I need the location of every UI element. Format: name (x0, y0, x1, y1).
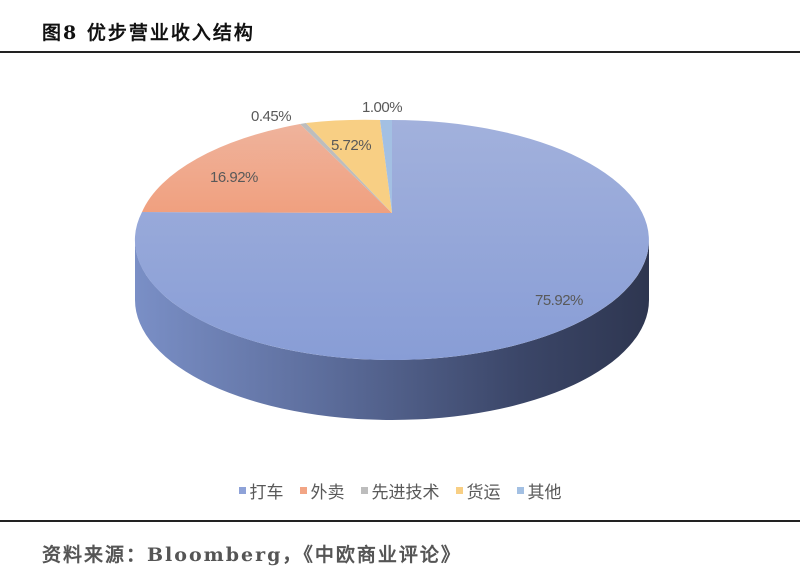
legend-item-qita: 其他 (516, 478, 562, 503)
legend-swatch-icon (299, 487, 307, 494)
legend-label: 其他 (527, 483, 562, 503)
slice-xianjinjishu (300, 123, 392, 213)
legend-item-dache: 打车 (238, 478, 284, 503)
label-xianjinjishu: 0.45% (251, 108, 292, 125)
slice-waimai (142, 124, 392, 213)
legend-label: 外卖 (310, 483, 345, 503)
pie-side-wall (135, 240, 649, 420)
source-note: 资料来源：Bloomberg，《中欧商业评论》 (42, 544, 462, 566)
bottom-divider (0, 520, 800, 522)
pie-chart: 75.92% 16.92% 0.45% 5.72% 1.00% (0, 52, 800, 520)
legend-label: 货运 (466, 483, 501, 503)
chart-legend: 打车 外卖 先进技术 货运 其他 (0, 478, 800, 503)
legend-item-huoyun: 货运 (455, 478, 501, 503)
legend-label: 先进技术 (371, 483, 440, 503)
legend-swatch-icon (455, 487, 463, 494)
legend-item-xianjinjishu: 先进技术 (360, 478, 440, 503)
legend-swatch-icon (360, 487, 368, 494)
slice-dache (134, 120, 649, 360)
legend-swatch-icon (516, 487, 524, 494)
figure-title: 图8 优步营业收入结构 (42, 22, 255, 44)
slice-huoyun (306, 119, 392, 213)
top-divider (0, 51, 800, 53)
label-huoyun: 5.72% (331, 137, 372, 154)
legend-label: 打车 (249, 483, 284, 503)
pie-chart-svg (134, 119, 649, 420)
slice-qita (380, 119, 392, 213)
label-dache: 75.92% (535, 292, 583, 309)
legend-item-waimai: 外卖 (299, 478, 345, 503)
label-qita: 1.00% (362, 99, 403, 116)
label-waimai: 16.92% (210, 169, 258, 186)
legend-swatch-icon (238, 487, 246, 494)
